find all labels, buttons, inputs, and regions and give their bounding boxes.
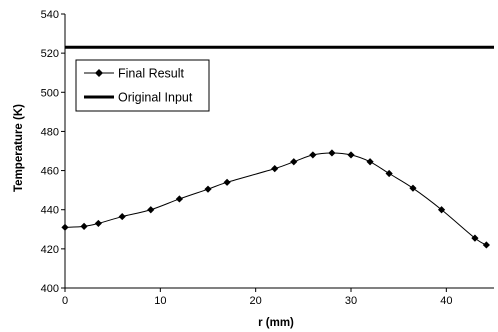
y-tick-label: 420	[41, 244, 59, 256]
x-tick-label: 0	[62, 295, 68, 307]
x-axis-title: r (mm)	[258, 317, 294, 329]
y-tick-label: 520	[41, 48, 59, 60]
data-point-final-result	[223, 178, 231, 186]
data-point-final-result	[271, 165, 279, 173]
y-tick-label: 400	[41, 283, 59, 295]
data-point-final-result	[118, 212, 126, 221]
y-tick-label: 540	[41, 9, 59, 21]
x-tick-label: 10	[154, 295, 166, 307]
x-axis-ticks: 0 10 20 30 40	[62, 288, 452, 307]
legend-label-original-input: Original Input	[118, 91, 193, 105]
y-tick-label: 480	[41, 126, 59, 138]
series-layer	[61, 45, 494, 249]
x-tick-label: 40	[440, 295, 452, 307]
data-point-final-result	[409, 184, 417, 192]
y-tick-label: 460	[41, 166, 59, 178]
data-point-final-result	[471, 234, 479, 242]
data-point-final-result	[94, 219, 102, 228]
y-tick-label: 440	[41, 205, 59, 217]
y-axis-title: Temperature (K)	[13, 104, 25, 192]
legend: Final Result Original Input	[75, 59, 210, 112]
y-axis-ticks: 400 420 440 460 480 500 520 540	[41, 9, 65, 295]
data-point-final-result	[309, 151, 317, 159]
y-tick-label: 500	[41, 87, 59, 99]
data-point-final-result	[80, 222, 88, 230]
data-point-final-result	[347, 151, 355, 159]
x-tick-label: 30	[345, 295, 357, 307]
legend-box	[75, 59, 210, 112]
data-point-final-result	[175, 195, 183, 203]
data-point-final-result	[482, 241, 490, 249]
x-tick-label: 20	[250, 295, 262, 307]
data-point-final-result	[328, 149, 336, 157]
legend-label-final-result: Final Result	[118, 67, 185, 81]
data-point-final-result	[366, 158, 374, 166]
data-point-final-result	[290, 158, 298, 166]
legend-item-original-input: Original Input	[84, 91, 193, 105]
legend-item-final-result: Final Result	[84, 67, 185, 81]
data-point-final-result	[204, 185, 212, 193]
data-point-final-result	[385, 169, 393, 178]
data-point-final-result	[147, 206, 155, 214]
legend-marker-final-result	[95, 69, 103, 77]
data-point-final-result	[437, 206, 446, 214]
